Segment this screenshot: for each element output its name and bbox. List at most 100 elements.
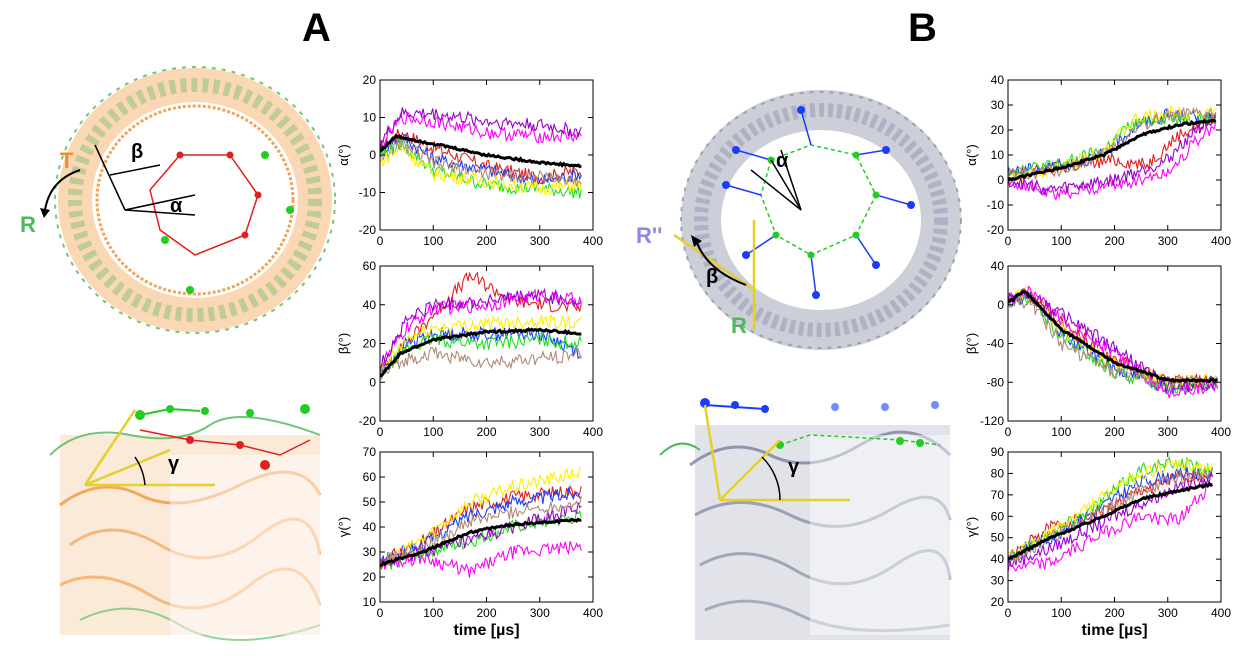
x-tick-label: 400 (1211, 425, 1231, 439)
x-tick-label: 200 (1104, 234, 1124, 248)
structure-a-bottom: γ (49, 404, 322, 641)
x-axis-label: time [µs] (1081, 622, 1147, 639)
label-r: R (20, 212, 36, 237)
series-line-red (380, 271, 582, 378)
blue-arms-b (725, 109, 912, 296)
gamma-angle-lines-a (83, 409, 215, 487)
y-tick-label: 10 (363, 595, 377, 609)
red-balls-side-a (186, 436, 270, 470)
y-tick-label: 60 (991, 509, 1005, 523)
y-tick-label: 30 (991, 98, 1005, 112)
y-tick-label: -10 (359, 186, 377, 200)
series-line-purple (1008, 288, 1218, 393)
x-tick-label: 300 (530, 425, 550, 439)
y-tick-label: -20 (359, 223, 377, 237)
x-tick-label: 100 (423, 425, 443, 439)
y-tick-label: 90 (991, 445, 1005, 459)
y-tick-label: 50 (363, 495, 377, 509)
y-tick-label: -80 (987, 375, 1005, 389)
gamma-angle-lines-b (703, 404, 850, 502)
y-tick-label: 30 (363, 545, 377, 559)
angle-alpha-label: α (170, 195, 183, 217)
y-tick-label: 0 (997, 298, 1004, 312)
panel-letter-a: A (302, 6, 331, 50)
y-tick-label: -20 (987, 223, 1005, 237)
y-axis-label: γ(°) (336, 517, 351, 537)
y-axis-label: β(°) (336, 333, 351, 354)
series-line-yellow (380, 144, 582, 196)
angle-gamma-label: γ (168, 453, 180, 475)
x-tick-label: 200 (1104, 425, 1124, 439)
y-tick-label: -120 (980, 414, 1004, 428)
y-tick-label: 40 (363, 298, 377, 312)
protein-side-a (49, 416, 322, 641)
y-tick-label: 0 (369, 375, 376, 389)
x-tick-label: 400 (1211, 606, 1231, 620)
angle-gamma-label-b: γ (788, 456, 800, 478)
structure-a-top: T R β α (20, 66, 336, 334)
y-tick-label: 10 (363, 111, 377, 125)
y-tick-label: 40 (363, 520, 377, 534)
angle-alpha-label-b: α (776, 150, 789, 172)
series-line-purple (1008, 471, 1214, 567)
series-line-yellow (380, 467, 582, 570)
x-tick-label: 400 (583, 606, 603, 620)
series-line-magenta (380, 111, 582, 149)
y-tick-label: 0 (997, 173, 1004, 187)
y-tick-label: 80 (991, 466, 1005, 480)
plot-frame (1007, 265, 1222, 422)
y-axis-label: β(°) (964, 333, 979, 354)
series-line-tan (1008, 466, 1214, 564)
y-tick-label: 0 (369, 148, 376, 162)
gamma-arc-b (761, 456, 781, 501)
y-tick-label: 20 (991, 123, 1005, 137)
chart-b-gamma: 0 100 200 300 400 20 30 40 50 60 70 80 90 γ(°) time [µ… (964, 445, 1231, 639)
y-tick-label: 30 (991, 574, 1005, 588)
y-tick-label: 20 (363, 570, 377, 584)
series-line-average (1008, 481, 1213, 560)
x-tick-label: 100 (1051, 606, 1071, 620)
chart-a-gamma: 0 100 200 300 400 10 20 30 40 50 60 70 γ(°) time [µs] (336, 445, 603, 639)
chart-a-alpha: 0 100 200 300 400 -20 -10 0 10 20 α(°) (336, 73, 603, 248)
green-chain-b-side (779, 434, 941, 446)
x-tick-label: 400 (1211, 234, 1231, 248)
label-r-b: R (731, 313, 747, 338)
x-tick-label: 200 (1104, 606, 1124, 620)
x-tick-label: 0 (377, 425, 384, 439)
y-tick-label: 20 (363, 337, 377, 351)
series-line-purple (1008, 114, 1217, 195)
green-balls-b (767, 151, 880, 259)
angle-beta-label-b: β (706, 266, 718, 288)
series-line-average (380, 517, 582, 567)
series-line-purple (380, 287, 582, 370)
series-line-green (380, 137, 582, 199)
y-tick-label: -20 (359, 414, 377, 428)
x-tick-label: 0 (1005, 425, 1012, 439)
y-tick-label: 20 (363, 73, 377, 87)
r2-to-r-arrow-icon (695, 239, 747, 286)
y-tick-label: 70 (991, 488, 1005, 502)
series-line-tan (380, 495, 582, 568)
x-tick-label: 100 (423, 606, 443, 620)
series-line-average (380, 327, 582, 378)
x-axis-label: time [µs] (453, 622, 519, 639)
series-line-magenta (1008, 121, 1217, 202)
series-line-magenta (1008, 480, 1213, 573)
structure-b-top: R'' R α β (636, 90, 962, 350)
x-tick-label: 100 (1051, 234, 1071, 248)
y-tick-label: 10 (991, 148, 1005, 162)
series-line-average (1008, 118, 1217, 182)
series-line-green (380, 509, 582, 570)
x-tick-label: 300 (1158, 606, 1178, 620)
y-tick-label: 40 (991, 73, 1005, 87)
x-tick-label: 200 (476, 425, 496, 439)
x-tick-label: 100 (1051, 425, 1071, 439)
structure-b-bottom: γ (659, 398, 952, 640)
y-tick-label: -10 (987, 198, 1005, 212)
gamma-arc-a (134, 456, 146, 486)
series-line-tan (1008, 106, 1216, 180)
x-tick-label: 300 (1158, 425, 1178, 439)
y-tick-label: -40 (987, 337, 1005, 351)
x-tick-label: 0 (377, 234, 384, 248)
